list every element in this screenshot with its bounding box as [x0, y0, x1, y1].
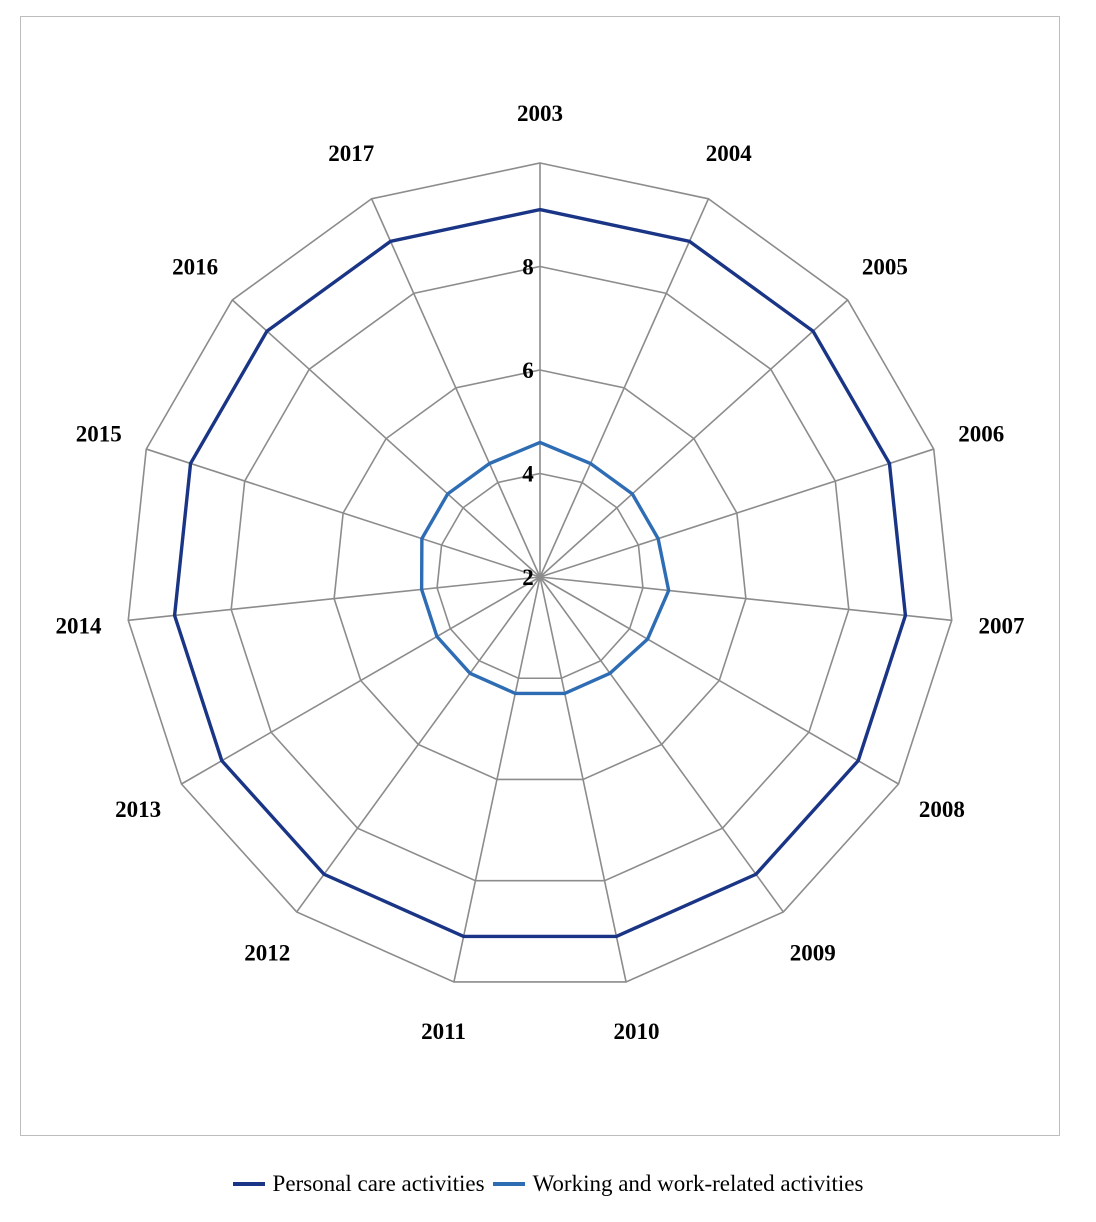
radar-labels: 2 4 6 8 2003 2004 2005 2006 2007 2008 2009 2010 2011… [56, 101, 1025, 1044]
grid-spoke-2010 [539, 576, 627, 983]
category-label-2010: 2010 [613, 1019, 659, 1044]
r-tick-label-8: 8 [522, 255, 534, 280]
category-label-2013: 2013 [115, 797, 161, 822]
r-tick-label-2: 2 [522, 565, 534, 590]
category-label-2016: 2016 [172, 255, 218, 280]
category-label-2009: 2009 [790, 940, 836, 965]
grid-spoke-2004 [539, 198, 710, 578]
grid-spoke-2014 [128, 576, 541, 622]
category-label-2014: 2014 [56, 614, 103, 639]
legend-label-personal-care: Personal care activities [272, 1171, 485, 1196]
legend-swatch-personal-care [232, 1182, 265, 1186]
grid-ring-2 [230, 265, 850, 882]
category-label-2017: 2017 [328, 141, 374, 166]
category-label-2015: 2015 [76, 422, 122, 447]
category-label-2012: 2012 [244, 940, 290, 965]
category-label-2008: 2008 [919, 797, 965, 822]
series-line-1 [419, 440, 671, 696]
grid-ring-1 [333, 369, 747, 781]
grid-spoke-2011 [453, 576, 541, 983]
legend-swatch-working [492, 1182, 525, 1186]
radar-grid [127, 162, 953, 983]
grid-spoke-2005 [539, 299, 849, 578]
legend-item-personal-care: Personal care activities [232, 1171, 485, 1197]
grid-spoke-2012 [296, 576, 541, 913]
grid-ring-0 [436, 472, 644, 680]
category-label-2006: 2006 [958, 422, 1004, 447]
r-tick-label-4: 4 [522, 462, 534, 487]
grid-spoke-2013 [181, 576, 541, 785]
category-label-2003: 2003 [517, 101, 563, 126]
category-label-2005: 2005 [862, 255, 908, 280]
grid-spoke-2007 [539, 576, 952, 622]
series-line-0 [172, 207, 908, 939]
category-label-2007: 2007 [978, 614, 1024, 639]
grid-spoke-2006 [539, 448, 934, 578]
grid-spoke-2009 [539, 576, 784, 913]
grid-ring-3 [127, 162, 953, 983]
category-label-2004: 2004 [706, 141, 753, 166]
grid-spoke-2015 [146, 448, 541, 578]
grid-spoke-2017 [370, 198, 541, 578]
legend: Personal care activities Working and wor… [0, 1168, 1096, 1200]
category-label-2011: 2011 [421, 1019, 466, 1044]
grid-spoke-2008 [539, 576, 899, 785]
legend-label-working: Working and work-related activities [532, 1171, 864, 1196]
legend-item-working: Working and work-related activities [492, 1171, 864, 1197]
grid-spoke-2016 [231, 299, 541, 578]
r-tick-label-6: 6 [522, 358, 534, 383]
radar-series [172, 207, 908, 939]
